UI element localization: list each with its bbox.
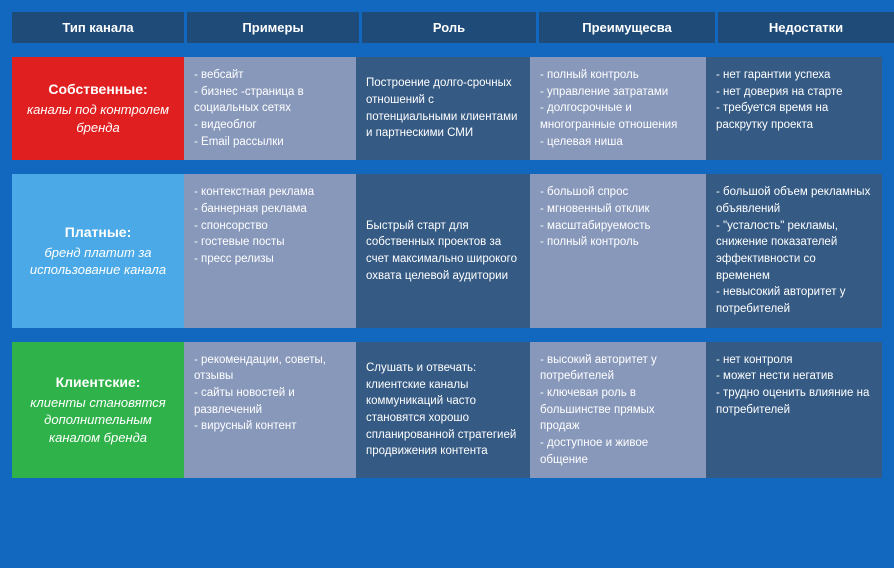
role-cell: Слушать и отвечать: клиентские каналы ко…: [356, 342, 530, 479]
list-item: контекстная реклама: [194, 184, 346, 201]
type-cell: Платные: бренд платит за использование ка…: [12, 174, 184, 327]
disadvantages-cell: большой объем рекламных объявлений"устал…: [706, 174, 882, 327]
list-item: невысокий авторитет у потребителей: [716, 284, 872, 317]
list-item: мгновенный отклик: [540, 201, 696, 218]
list-item: может нести негатив: [716, 368, 872, 385]
list-item: спонсорство: [194, 218, 346, 235]
type-title: Платные:: [65, 224, 131, 240]
list-item: вирусный контент: [194, 418, 346, 435]
list-item: нет доверия на старте: [716, 84, 872, 101]
list-item: сайты новостей и развлечений: [194, 385, 346, 418]
col-header-role: Роль: [362, 12, 536, 43]
table-row: Собственные: каналы под контролем бренда в…: [12, 57, 882, 160]
type-subtitle: клиенты становятся дополнительным канало…: [22, 394, 174, 447]
list-item: масштабируемость: [540, 218, 696, 235]
list-item: полный контроль: [540, 67, 696, 84]
list-item: долгосрочные и многогранные отношения: [540, 100, 696, 133]
list-item: нет контроля: [716, 352, 872, 369]
list-item: баннерная реклама: [194, 201, 346, 218]
channel-types-table: Тип канала Примеры Роль Преимущесва Недо…: [12, 12, 882, 478]
type-subtitle: каналы под контролем бренда: [22, 101, 174, 136]
list-item: пресс релизы: [194, 251, 346, 268]
examples-cell: вебсайтбизнес -страница в социальных сет…: [184, 57, 356, 160]
advantages-cell: высокий авторитет у потребителейключевая…: [530, 342, 706, 479]
col-header-type: Тип канала: [12, 12, 184, 43]
list-item: ключевая роль в большинстве прямых прода…: [540, 385, 696, 435]
list-item: нет гарантии успеха: [716, 67, 872, 84]
examples-cell: рекомендации, советы, отзывысайты новост…: [184, 342, 356, 479]
advantages-cell: полный контрольуправление затратамидолго…: [530, 57, 706, 160]
list-item: рекомендации, советы, отзывы: [194, 352, 346, 385]
type-title: Клиентские:: [56, 374, 141, 390]
type-subtitle: бренд платит за использование канала: [22, 244, 174, 279]
list-item: большой спрос: [540, 184, 696, 201]
list-item: вебсайт: [194, 67, 346, 84]
disadvantages-cell: нет контроляможет нести негативтрудно оц…: [706, 342, 882, 479]
list-item: большой объем рекламных объявлений: [716, 184, 872, 217]
list-item: бизнес -страница в социальных сетях: [194, 84, 346, 117]
list-item: "усталость" рекламы, снижение показателе…: [716, 218, 872, 285]
examples-cell: контекстная рекламабаннерная рекламаспон…: [184, 174, 356, 327]
type-title: Собственные:: [48, 81, 147, 97]
table-row: Клиентские: клиенты становятся дополнител…: [12, 342, 882, 479]
list-item: целевая ниша: [540, 134, 696, 151]
list-item: полный контроль: [540, 234, 696, 251]
list-item: доступное и живое общение: [540, 435, 696, 468]
list-item: высокий авторитет у потребителей: [540, 352, 696, 385]
list-item: Email рассылки: [194, 134, 346, 151]
table-row: Платные: бренд платит за использование ка…: [12, 174, 882, 327]
advantages-cell: большой спросмгновенный откликмасштабиру…: [530, 174, 706, 327]
list-item: требуется время на раскрутку проекта: [716, 100, 872, 133]
list-item: управление затратами: [540, 84, 696, 101]
col-header-disadvantages: Недостатки: [718, 12, 894, 43]
disadvantages-cell: нет гарантии успеханет доверия на старте…: [706, 57, 882, 160]
col-header-advantages: Преимущесва: [539, 12, 715, 43]
list-item: гостевые посты: [194, 234, 346, 251]
role-cell: Построение долго-срочных отношений с пот…: [356, 57, 530, 160]
list-item: трудно оценить влияние на потребителей: [716, 385, 872, 418]
type-cell: Клиентские: клиенты становятся дополнител…: [12, 342, 184, 479]
list-item: видеоблог: [194, 117, 346, 134]
col-header-examples: Примеры: [187, 12, 359, 43]
table-header-row: Тип канала Примеры Роль Преимущесва Недо…: [12, 12, 882, 43]
type-cell: Собственные: каналы под контролем бренда: [12, 57, 184, 160]
role-cell: Быстрый старт для собственных проектов з…: [356, 174, 530, 327]
